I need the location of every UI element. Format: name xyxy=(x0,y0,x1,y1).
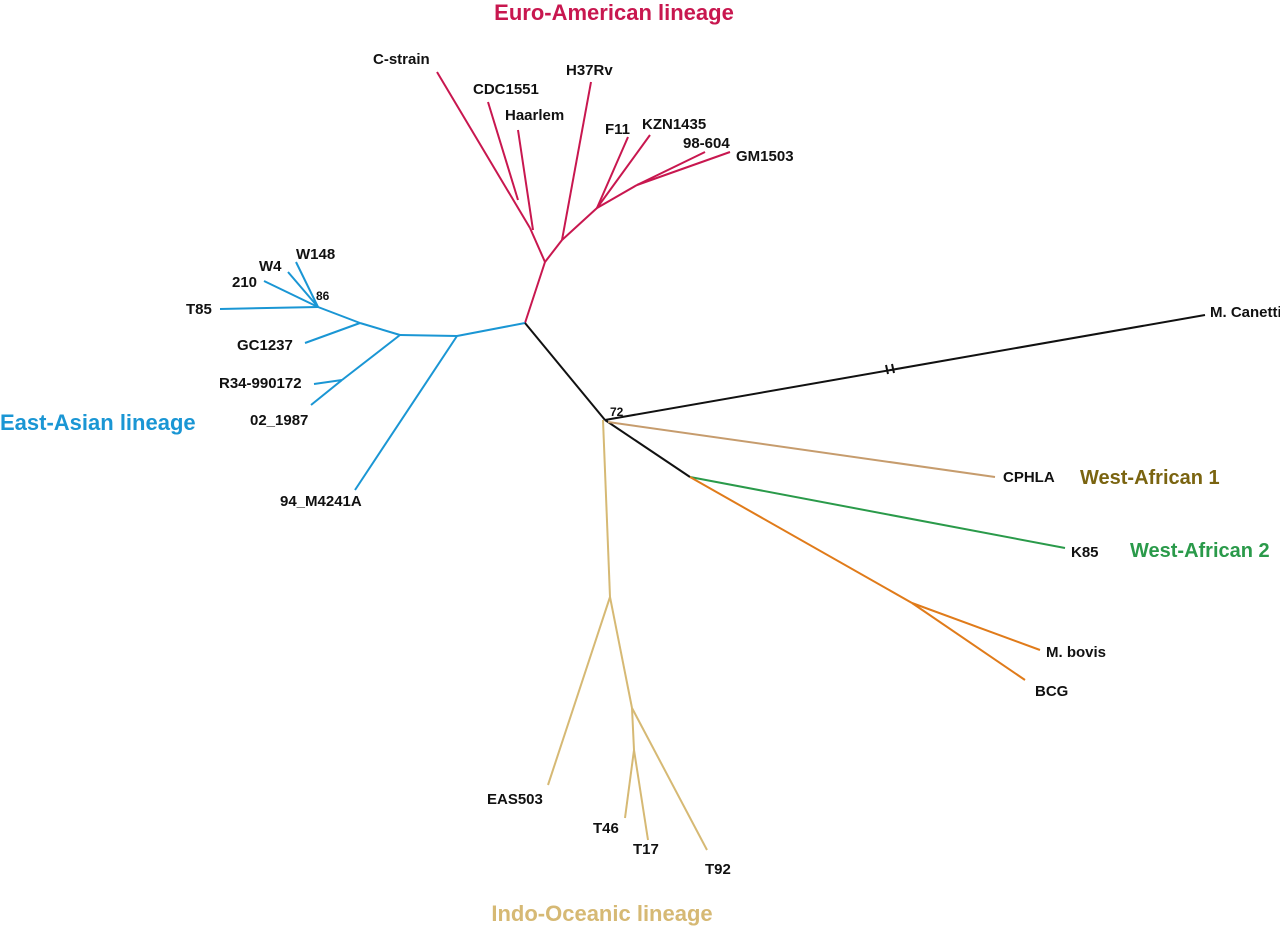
leaf-label: CPHLA xyxy=(1003,469,1055,486)
leaf-label: CDC1551 xyxy=(473,81,539,98)
branch xyxy=(436,71,531,229)
bootstrap-value: 86 xyxy=(316,289,330,303)
bovis-branches xyxy=(689,476,1041,681)
leaf-label: R34-990172 xyxy=(219,375,302,392)
branch xyxy=(631,707,708,851)
lineage-label: Euro-American lineage xyxy=(494,0,734,25)
leaf-label: W148 xyxy=(296,246,335,263)
branch xyxy=(561,81,592,241)
leaf-label: T92 xyxy=(705,861,731,878)
branch xyxy=(359,322,401,336)
leaf-label: T17 xyxy=(633,841,659,858)
branch xyxy=(604,419,691,478)
branch xyxy=(529,227,546,263)
indo-oceanic-branches xyxy=(547,419,708,851)
branch xyxy=(547,596,611,786)
branch xyxy=(596,134,651,209)
branch xyxy=(885,364,889,375)
leaf-label: EAS503 xyxy=(487,791,543,808)
leaf-label: C-strain xyxy=(373,51,430,68)
lineage-label: East-Asian lineage xyxy=(0,410,196,435)
branch xyxy=(609,596,633,709)
branch xyxy=(287,271,319,308)
leaf-label: 98-604 xyxy=(683,135,730,152)
leaf-label: 210 xyxy=(232,274,257,291)
leaf-labels: C-strain CDC1551 Haarlem H37Rv F11 KZN14… xyxy=(186,51,1280,878)
leaf-label: M. bovis xyxy=(1046,644,1106,661)
branch xyxy=(219,306,319,310)
lineage-label: Indo-Oceanic lineage xyxy=(491,901,712,926)
backbone-branches xyxy=(524,314,1206,478)
lineage-label: West-African 1 xyxy=(1080,467,1220,489)
branch xyxy=(631,707,635,751)
leaf-label: GC1237 xyxy=(237,337,293,354)
branch xyxy=(689,476,913,604)
branch xyxy=(596,184,638,209)
branch xyxy=(911,602,1041,651)
branch xyxy=(354,335,458,491)
leaf-label: H37Rv xyxy=(566,62,613,79)
leaf-label: Haarlem xyxy=(505,107,564,124)
branch xyxy=(596,136,629,209)
leaf-label: 94_M4241A xyxy=(280,493,362,510)
branch xyxy=(544,239,563,263)
branch xyxy=(313,379,343,385)
branch xyxy=(604,314,1206,421)
lineage-label: West-African 2 xyxy=(1130,540,1270,562)
euro-american-branches xyxy=(436,71,731,324)
branch xyxy=(487,101,519,201)
branch xyxy=(633,749,649,841)
branch xyxy=(399,334,458,337)
branch xyxy=(891,363,895,374)
branch xyxy=(341,334,401,381)
branch xyxy=(304,322,361,344)
leaf-label: BCG xyxy=(1035,683,1068,700)
branch xyxy=(295,261,319,308)
west-african-2-branch xyxy=(689,476,1066,549)
leaf-label: T85 xyxy=(186,301,212,318)
branch xyxy=(602,419,611,598)
branch xyxy=(456,322,526,337)
leaf-label: W4 xyxy=(259,258,282,275)
branch xyxy=(517,129,534,231)
leaf-label: K85 xyxy=(1071,544,1099,561)
east-asian-branches xyxy=(219,261,526,491)
branch xyxy=(310,379,343,406)
leaf-label: T46 xyxy=(593,820,619,837)
branch xyxy=(317,306,361,324)
leaf-label: KZN1435 xyxy=(642,116,706,133)
branch xyxy=(636,151,731,186)
branch xyxy=(636,151,706,186)
branch xyxy=(263,280,319,308)
branch xyxy=(524,322,606,421)
branch xyxy=(624,749,635,819)
west-african-1-branch xyxy=(607,421,996,478)
bootstrap-value: 72 xyxy=(610,405,624,419)
branch xyxy=(561,207,598,241)
branch xyxy=(524,261,546,324)
leaf-label: M. Canettii xyxy=(1210,304,1280,321)
leaf-label: 02_1987 xyxy=(250,412,308,429)
leaf-label: GM1503 xyxy=(736,148,794,165)
branch xyxy=(911,602,1026,681)
leaf-label: F11 xyxy=(605,121,630,138)
